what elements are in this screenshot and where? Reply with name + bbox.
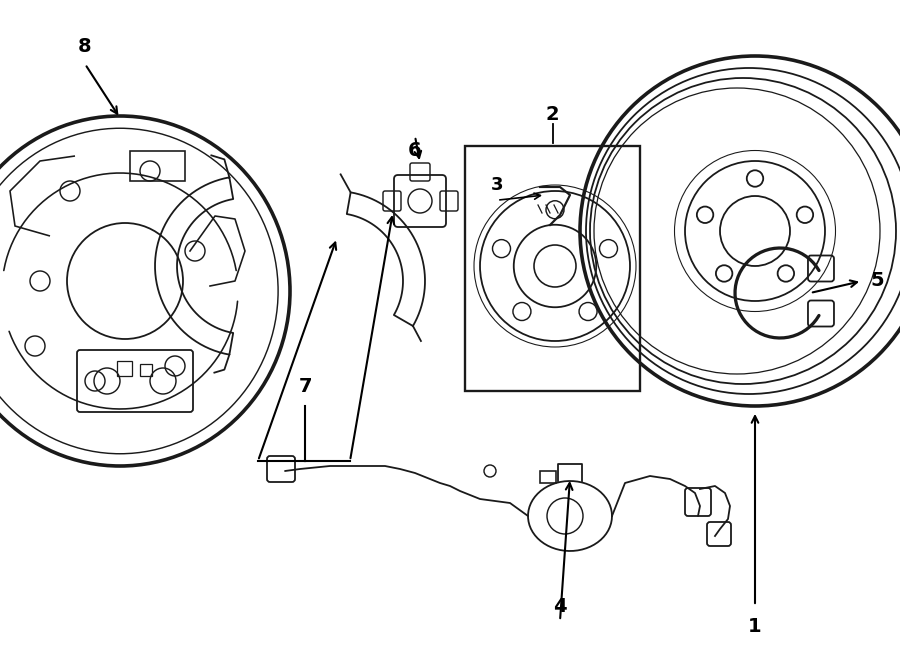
Bar [140,364,152,376]
Text: 8: 8 [78,36,92,56]
Bar [117,361,132,376]
Bar [465,146,640,391]
Text: 3: 3 [491,176,503,194]
Bar [540,471,556,483]
Text: 1: 1 [748,617,761,635]
Text: 7: 7 [298,377,311,395]
Text: 5: 5 [870,272,884,290]
Text: 2: 2 [545,104,559,124]
Text: 6: 6 [409,141,422,161]
Text: 4: 4 [554,596,567,615]
